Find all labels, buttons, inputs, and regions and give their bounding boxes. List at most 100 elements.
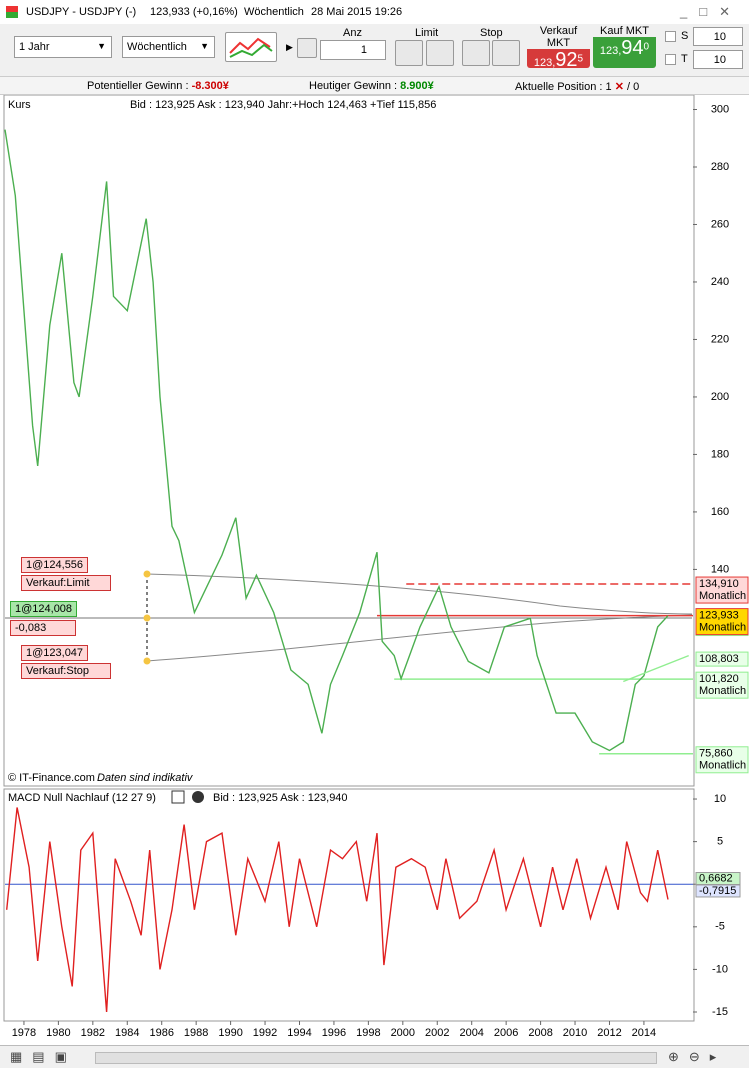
last-value-label: -0,7915 [699, 885, 736, 897]
app-icon [6, 6, 18, 18]
scrollbar[interactable] [95, 1052, 657, 1064]
average-curve [146, 614, 693, 662]
price-line [4, 129, 669, 752]
y-tick-label: 200 [711, 391, 729, 403]
buy-big: 94 [621, 37, 644, 59]
order-kind[interactable]: Verkauf:Stop [21, 663, 111, 679]
expand-arrow[interactable]: ▶ [286, 42, 293, 52]
interval-value: Wöchentlich [127, 41, 187, 53]
window-icon[interactable] [171, 790, 185, 804]
x-tick-label: 2014 [632, 1027, 656, 1039]
today-value: 8.900¥ [400, 80, 434, 92]
sell-label: Verkauf MKT [527, 25, 590, 49]
x-tick-label: 2004 [459, 1027, 483, 1039]
x-tick-label: 1990 [218, 1027, 242, 1039]
legend-label: Kurs [8, 99, 31, 111]
quantity-label: Anz [343, 27, 362, 39]
last-value-box [695, 884, 741, 898]
window-controls[interactable]: _□✕ [680, 4, 742, 19]
level-label: 101,820 [699, 673, 739, 685]
order-dot [143, 614, 151, 622]
chart-type-button[interactable] [225, 32, 277, 62]
last-value-label: 0,6682 [699, 872, 733, 884]
y-tick-label: 140 [711, 563, 729, 575]
bottom-toolbar: ▦▤▣ ⊕⊖▸ [0, 1045, 749, 1068]
y-tick-label: -15 [712, 1006, 728, 1018]
t-input[interactable]: 10 [693, 50, 743, 69]
order-box[interactable]: 1@124,556 [21, 557, 89, 573]
x-tick-label: 1994 [287, 1027, 311, 1039]
limit-sell-button[interactable] [426, 40, 454, 66]
window-datetime: 28 Mai 2015 19:26 [311, 6, 403, 18]
x-tick-label: 2012 [597, 1027, 621, 1039]
y-tick-label: 180 [711, 448, 729, 460]
stop-label: Stop [480, 27, 503, 39]
level-label-box [695, 671, 749, 699]
zoom-icons[interactable]: ⊕⊖▸ [668, 1049, 727, 1064]
order-label: 1@124,008 [15, 603, 73, 615]
x-tick-label: 1982 [81, 1027, 105, 1039]
order-kind-label: Verkauf:Stop [26, 665, 89, 677]
s-value: 10 [713, 31, 726, 43]
buy-label: Kauf MKT [593, 25, 656, 37]
x-tick-label: 1996 [322, 1027, 346, 1039]
x-tick-label: 2002 [425, 1027, 449, 1039]
stop-buy-button[interactable] [462, 40, 490, 66]
order-label: 1@123,047 [26, 647, 84, 659]
settings-button[interactable] [297, 38, 317, 58]
order-dot [143, 657, 151, 665]
t-value: 10 [713, 54, 726, 66]
macd-title: MACD Null Nachlauf (12 27 9) [8, 792, 156, 804]
window-interval: Wöchentlich [244, 6, 304, 18]
position-label: Aktuelle Position : 1 [515, 81, 612, 93]
window-quote: 123,933 (+0,16%) [150, 6, 238, 18]
order-kind[interactable]: Verkauf:Limit [21, 575, 111, 591]
stop-sell-button[interactable] [492, 40, 520, 66]
today-label: Heutiger Gewinn : [309, 80, 401, 92]
order-box[interactable]: 1@124,008 [10, 601, 78, 617]
level-label-box [695, 608, 749, 636]
x-tick-label: 2000 [391, 1027, 415, 1039]
s-input[interactable]: 10 [693, 27, 743, 46]
quantity-input[interactable]: 1 [320, 40, 386, 60]
y-tick-label: -5 [715, 921, 725, 933]
x-tick-label: 2006 [494, 1027, 518, 1039]
x-tick-label: 1978 [12, 1027, 36, 1039]
level-label-box [695, 746, 749, 774]
window-title: USDJPY - USDJPY (-) [26, 6, 137, 18]
limit-buy-button[interactable] [395, 40, 423, 66]
level-period: Monatlich [699, 590, 746, 602]
level-label: 134,910 [699, 578, 739, 590]
level-label: 108,803 [699, 653, 739, 665]
position-short: / 0 [626, 81, 640, 93]
price-line [623, 654, 689, 683]
buy-button[interactable]: Kauf MKT 123,940 [593, 25, 656, 68]
level-label-box [695, 576, 749, 604]
order-kind-label: Verkauf:Limit [26, 577, 90, 589]
x-tick-label: 1984 [115, 1027, 139, 1039]
price-legend: Kurs [8, 99, 31, 111]
quantity-value: 1 [360, 44, 367, 56]
range-select[interactable]: 1 Jahr ▼ [14, 36, 112, 58]
order-pnl-label: -0,083 [15, 622, 47, 634]
price-panel [3, 94, 695, 787]
level-period: Monatlich [699, 622, 746, 634]
s-checkbox[interactable] [665, 31, 676, 42]
interval-select[interactable]: Wöchentlich ▼ [122, 36, 215, 58]
buy-prefix: 123, [599, 45, 622, 57]
level-period: Monatlich [699, 760, 746, 772]
x-tick-label: 2008 [528, 1027, 552, 1039]
s-label: S [681, 30, 689, 42]
sell-button[interactable]: Verkauf MKT 123,925 [527, 25, 590, 71]
y-tick-label: 240 [711, 276, 729, 288]
y-tick-label: 260 [711, 218, 729, 230]
status-bar: Potentieller Gewinn : -8.300¥ Heutiger G… [0, 77, 749, 95]
x-tick-label: 1986 [149, 1027, 173, 1039]
close-icon[interactable] [192, 791, 204, 803]
sell-big: 92 [555, 49, 578, 71]
order-box[interactable]: 1@123,047 [21, 645, 89, 661]
t-checkbox[interactable] [665, 54, 676, 65]
bottom-icons[interactable]: ▦▤▣ [10, 1049, 77, 1064]
